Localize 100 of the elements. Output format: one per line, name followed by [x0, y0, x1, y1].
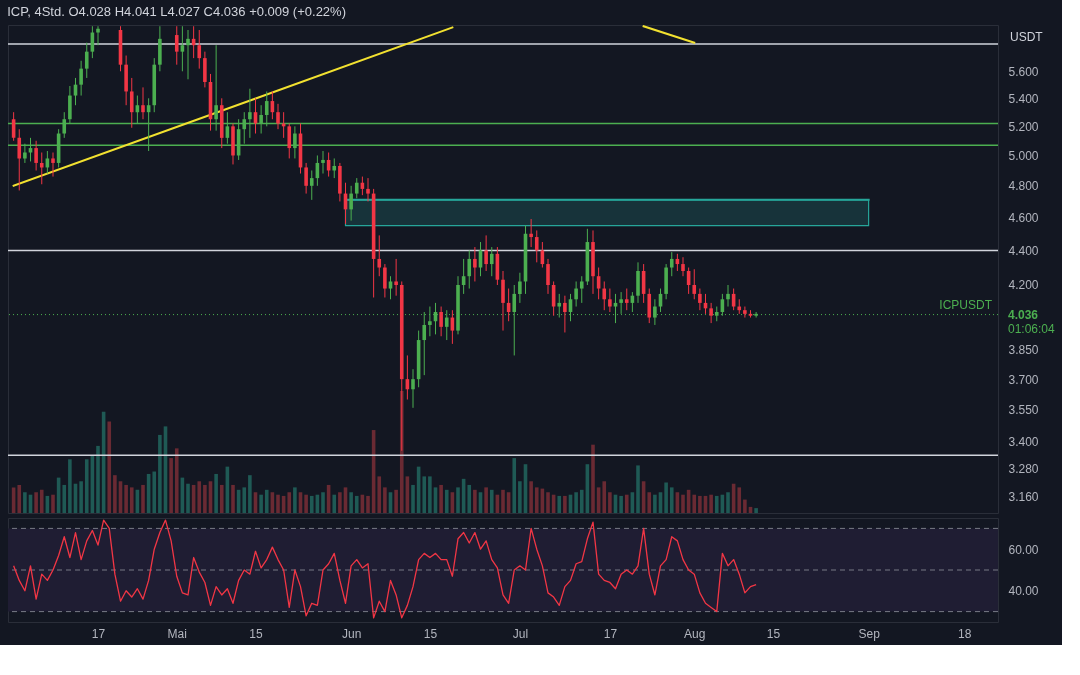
candlestick: [186, 29, 190, 80]
bar: [39, 489, 44, 513]
candlestick: [141, 86, 145, 120]
candlestick: [518, 272, 522, 304]
bar: [96, 445, 100, 513]
candlestick: [309, 169, 314, 201]
candlestick: [428, 306, 432, 337]
text: 4.036: [1008, 307, 1039, 322]
candlestick: [534, 229, 539, 263]
candlestick: [197, 29, 202, 70]
x-tick-label: Aug: [684, 626, 706, 641]
candlestick: [287, 122, 292, 159]
candlestick: [383, 263, 387, 298]
candlestick: [473, 246, 477, 282]
candlestick: [349, 185, 353, 222]
bar: [512, 458, 517, 513]
bar: [248, 475, 252, 513]
bar: [23, 492, 27, 513]
x-tick-label: 17: [91, 626, 106, 641]
candlestick: [79, 60, 83, 97]
candlestick: [332, 157, 337, 179]
candlestick: [546, 258, 550, 295]
bar: [231, 484, 235, 513]
bar: [563, 495, 567, 513]
bar: [68, 459, 72, 513]
candlestick: [647, 288, 652, 324]
bar: [714, 495, 719, 513]
bar: [624, 494, 629, 513]
y-tick-label: 5.000: [1008, 148, 1039, 163]
candlestick: [304, 162, 308, 195]
bar: [366, 495, 370, 513]
bar: [754, 508, 758, 513]
bar: [529, 481, 533, 513]
bar: [309, 495, 314, 513]
bar: [169, 458, 173, 513]
y-tick-label: 60.00: [1008, 542, 1039, 557]
candlestick: [203, 51, 207, 88]
bar: [608, 492, 612, 513]
candlestick: [51, 152, 55, 178]
bar: [489, 489, 494, 513]
y-tick-label: 3.160: [1008, 489, 1039, 504]
candlestick: [276, 103, 280, 130]
bar: [681, 494, 685, 513]
bar: [349, 492, 353, 513]
bar: [354, 495, 359, 513]
ref-line-label: ICPUSDT: [939, 297, 993, 312]
candlestick: [96, 25, 100, 46]
candlestick: [574, 280, 578, 308]
candlestick: [467, 249, 472, 290]
y-tick-label: 3.550: [1008, 403, 1039, 418]
bar: [698, 495, 702, 513]
candlestick: [726, 284, 730, 308]
bar: [377, 476, 382, 513]
bar: [332, 494, 337, 513]
bar: [186, 483, 190, 513]
y-tick-label: 3.850: [1008, 343, 1039, 358]
bar: [456, 487, 460, 513]
bar: [467, 484, 472, 513]
candlestick: [129, 77, 134, 129]
bar: [394, 489, 398, 513]
bar: [141, 484, 145, 513]
bar: [276, 494, 280, 513]
x-tick-label: 15: [766, 626, 781, 641]
y-tick-label: 5.600: [1008, 64, 1039, 79]
bar: [107, 421, 112, 513]
candlestick: [366, 177, 370, 202]
candlestick: [281, 111, 286, 139]
bar: [338, 492, 342, 513]
y-tick-label: 4.600: [1008, 210, 1039, 225]
bar: [534, 487, 539, 513]
bar: [304, 494, 308, 513]
candlestick: [439, 306, 443, 337]
bar: [129, 487, 134, 513]
bar: [574, 492, 578, 513]
candlestick: [709, 302, 713, 324]
bar: [158, 434, 162, 513]
candlestick: [489, 246, 494, 277]
candlestick: [17, 128, 22, 191]
bar: [669, 487, 674, 513]
bar: [692, 494, 697, 513]
bar: [546, 492, 550, 513]
candlestick: [411, 368, 415, 409]
bar: [17, 484, 22, 513]
bar: [518, 481, 522, 513]
bar: [619, 495, 623, 513]
candlestick: [501, 270, 505, 332]
y-tick-label: 4.400: [1008, 243, 1039, 258]
y-tick-label: 3.280: [1008, 462, 1039, 477]
bar: [203, 484, 207, 513]
candlestick: [377, 234, 382, 277]
bar: [113, 475, 117, 513]
bar: [636, 465, 640, 513]
candlestick: [354, 177, 359, 199]
candlestick: [681, 256, 685, 277]
bar: [591, 444, 595, 513]
x-tick-label: 15: [423, 626, 438, 641]
candlestick: [602, 280, 607, 311]
bar: [411, 484, 415, 513]
bar: [214, 473, 218, 513]
bar: [484, 487, 488, 513]
